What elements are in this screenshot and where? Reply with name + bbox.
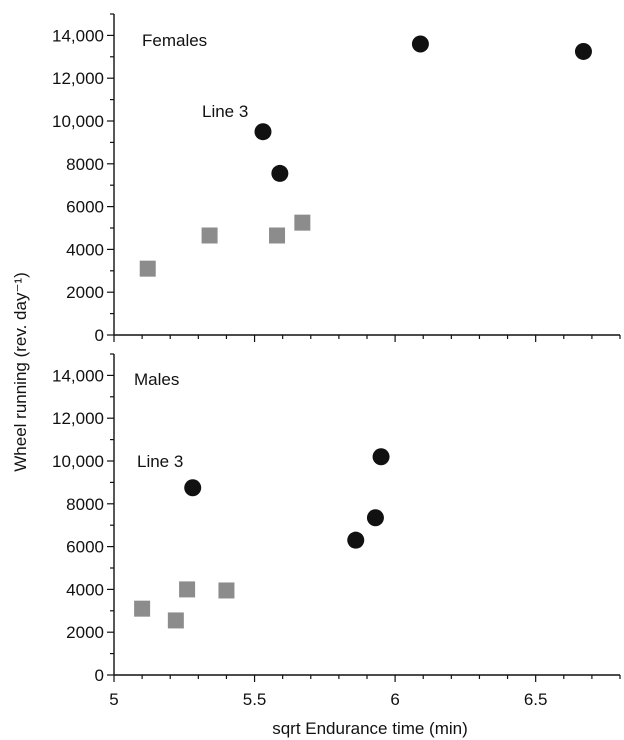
females-circle-point (574, 42, 592, 60)
females-square-point (139, 260, 156, 277)
males-y-tick-label: 4000 (66, 580, 104, 599)
males-y-tick-label: 6000 (66, 538, 104, 557)
females-panel-label: Females (142, 31, 207, 50)
females-y-tick-label: 4000 (66, 240, 104, 259)
females-y-tick-label: 14,000 (52, 26, 104, 45)
males-circle-point (366, 509, 384, 527)
females-y-tick-label: 8000 (66, 155, 104, 174)
females-y-tick-label: 6000 (66, 198, 104, 217)
females-y-tick-label: 0 (95, 326, 104, 345)
males-circle-point (184, 479, 202, 497)
males-y-tick-label: 0 (95, 666, 104, 685)
x-tick-label: 6 (390, 690, 399, 709)
x-tick-label: 5.5 (243, 690, 267, 709)
females-square-point (269, 227, 286, 244)
x-axis-title: sqrt Endurance time (min) (272, 719, 468, 738)
x-tick-label: 6.5 (524, 690, 548, 709)
x-tick-label: 5 (109, 690, 118, 709)
females-panel: 0 2000 4000 6000 8000 10,000 12,000 14,000 Femal… (52, 13, 621, 345)
females-line3-annotation: Line 3 (202, 102, 248, 121)
females-square-point (294, 214, 311, 231)
males-panel-label: Males (134, 370, 179, 389)
males-square-point (134, 600, 151, 617)
males-square-point (167, 612, 184, 629)
y-axis-title: Wheel running (rev. day⁻¹) (11, 272, 30, 472)
females-y-tick-label: 12,000 (52, 69, 104, 88)
males-y-tick-label: 10,000 (52, 452, 104, 471)
females-circle-point (271, 164, 289, 182)
males-circle-point (372, 448, 390, 466)
males-circle-point (347, 531, 365, 549)
females-circle-point (411, 35, 429, 53)
males-line3-annotation: Line 3 (137, 452, 183, 471)
females-y-tick-label: 10,000 (52, 112, 104, 131)
males-y-tick-label: 8000 (66, 495, 104, 514)
males-y-tick-label: 12,000 (52, 409, 104, 428)
females-circle-point (254, 123, 272, 141)
males-panel: 0 2000 4000 6000 8000 10,000 12,000 14,000 5 5.5 6… (52, 353, 621, 709)
females-y-tick-label: 2000 (66, 283, 104, 302)
males-square-point (218, 582, 235, 599)
males-square-point (179, 581, 196, 598)
females-square-point (201, 227, 218, 244)
males-y-tick-label: 14,000 (52, 366, 104, 385)
males-y-tick-label: 2000 (66, 623, 104, 642)
